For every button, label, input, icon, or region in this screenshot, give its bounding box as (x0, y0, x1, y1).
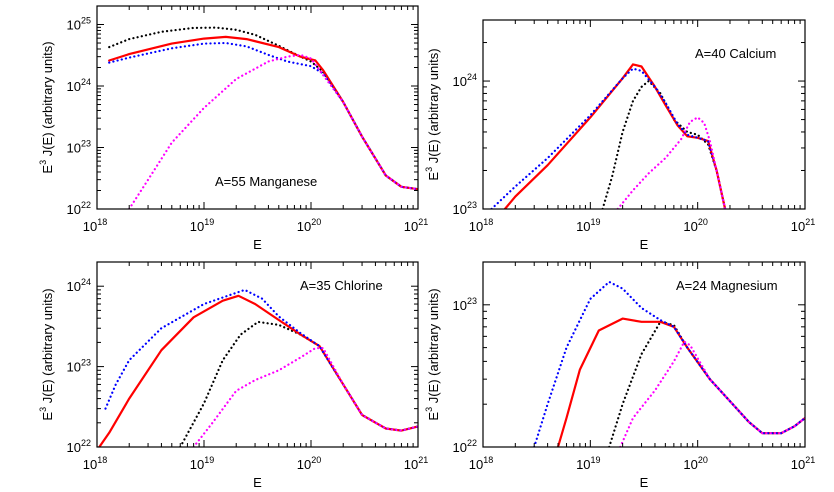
x-tick-label: 1020 (683, 455, 707, 472)
series-line-3 (533, 280, 805, 447)
series-line-4 (616, 116, 727, 209)
y-tick-label: 1023 (453, 200, 477, 217)
y-tick-label: 1022 (67, 200, 91, 217)
x-tick-label: 1021 (404, 455, 428, 472)
chart-panel-2: 1018 1019 1020 1021 1023 1024 E E3 J(E) (arbitr… (424, 19, 815, 252)
chart-panel-4: 1018 1019 1020 1021 1022 1023 E E3 J(E) (arbitr… (424, 261, 815, 490)
x-axis-label: E (640, 237, 649, 252)
x-tick-label: 1019 (190, 217, 214, 234)
x-tick-label: 1018 (469, 217, 493, 234)
series-line-3 (108, 41, 418, 191)
series-line-3 (490, 67, 727, 209)
x-tick-label: 1018 (83, 455, 107, 472)
y-tick-label: 1023 (67, 139, 91, 156)
y-tick-label: 1023 (67, 358, 91, 375)
y-tick-label: 1025 (67, 16, 91, 33)
series-line-4 (128, 53, 418, 209)
y-tick-label: 1024 (67, 277, 91, 294)
series-line-4 (619, 340, 805, 447)
plot-frame (482, 19, 806, 210)
y-tick-label: 1022 (453, 438, 477, 455)
series-line-2 (108, 35, 418, 191)
y-tick-label: 1024 (67, 77, 91, 94)
x-tick-label: 1020 (683, 217, 707, 234)
x-tick-label: 1019 (576, 217, 600, 234)
x-axis-label: E (253, 475, 262, 490)
x-tick-label: 1018 (83, 217, 107, 234)
x-axis-label: E (640, 475, 649, 490)
y-axis-label: E3 J(E) (arbitrary units) (424, 48, 441, 180)
x-tick-label: 1020 (297, 217, 321, 234)
x-tick-label: 1021 (791, 217, 815, 234)
series-line-3 (104, 288, 418, 432)
panel-label: A=55 Manganese (215, 174, 317, 189)
series-line-1 (179, 320, 418, 447)
series-line-1 (608, 320, 805, 447)
chart-panel-1: 1018 1019 1020 1021 1022 1023 1024 1025 E E3 J(E)… (38, 5, 428, 252)
y-tick-label: 1023 (453, 296, 477, 313)
plot-frame (96, 5, 419, 210)
series-line-2 (98, 294, 418, 447)
plot-frame (96, 261, 419, 448)
series-line-2 (556, 317, 805, 447)
x-tick-label: 1019 (576, 455, 600, 472)
series-line-4 (192, 347, 418, 447)
y-tick-label: 1024 (453, 72, 477, 89)
y-axis-label: E3 J(E) (arbitrary units) (38, 41, 55, 173)
x-tick-label: 1021 (404, 217, 428, 234)
y-tick-label: 1022 (67, 438, 91, 455)
y-axis-label: E3 J(E) (arbitrary units) (424, 288, 441, 420)
x-tick-label: 1021 (791, 455, 815, 472)
y-axis-label: E3 J(E) (arbitrary units) (38, 288, 55, 420)
plot-frame (482, 261, 806, 448)
x-tick-label: 1020 (297, 455, 321, 472)
panel-label: A=40 Calcium (695, 46, 776, 61)
panel-label: A=24 Magnesium (676, 278, 778, 293)
panel-label: A=35 Chlorine (300, 278, 383, 293)
x-tick-label: 1019 (190, 455, 214, 472)
x-tick-label: 1018 (469, 455, 493, 472)
x-axis-label: E (253, 237, 262, 252)
chart-panel-3: 1018 1019 1020 1021 1022 1023 1024 E E3 J(E) (ar… (38, 261, 428, 490)
